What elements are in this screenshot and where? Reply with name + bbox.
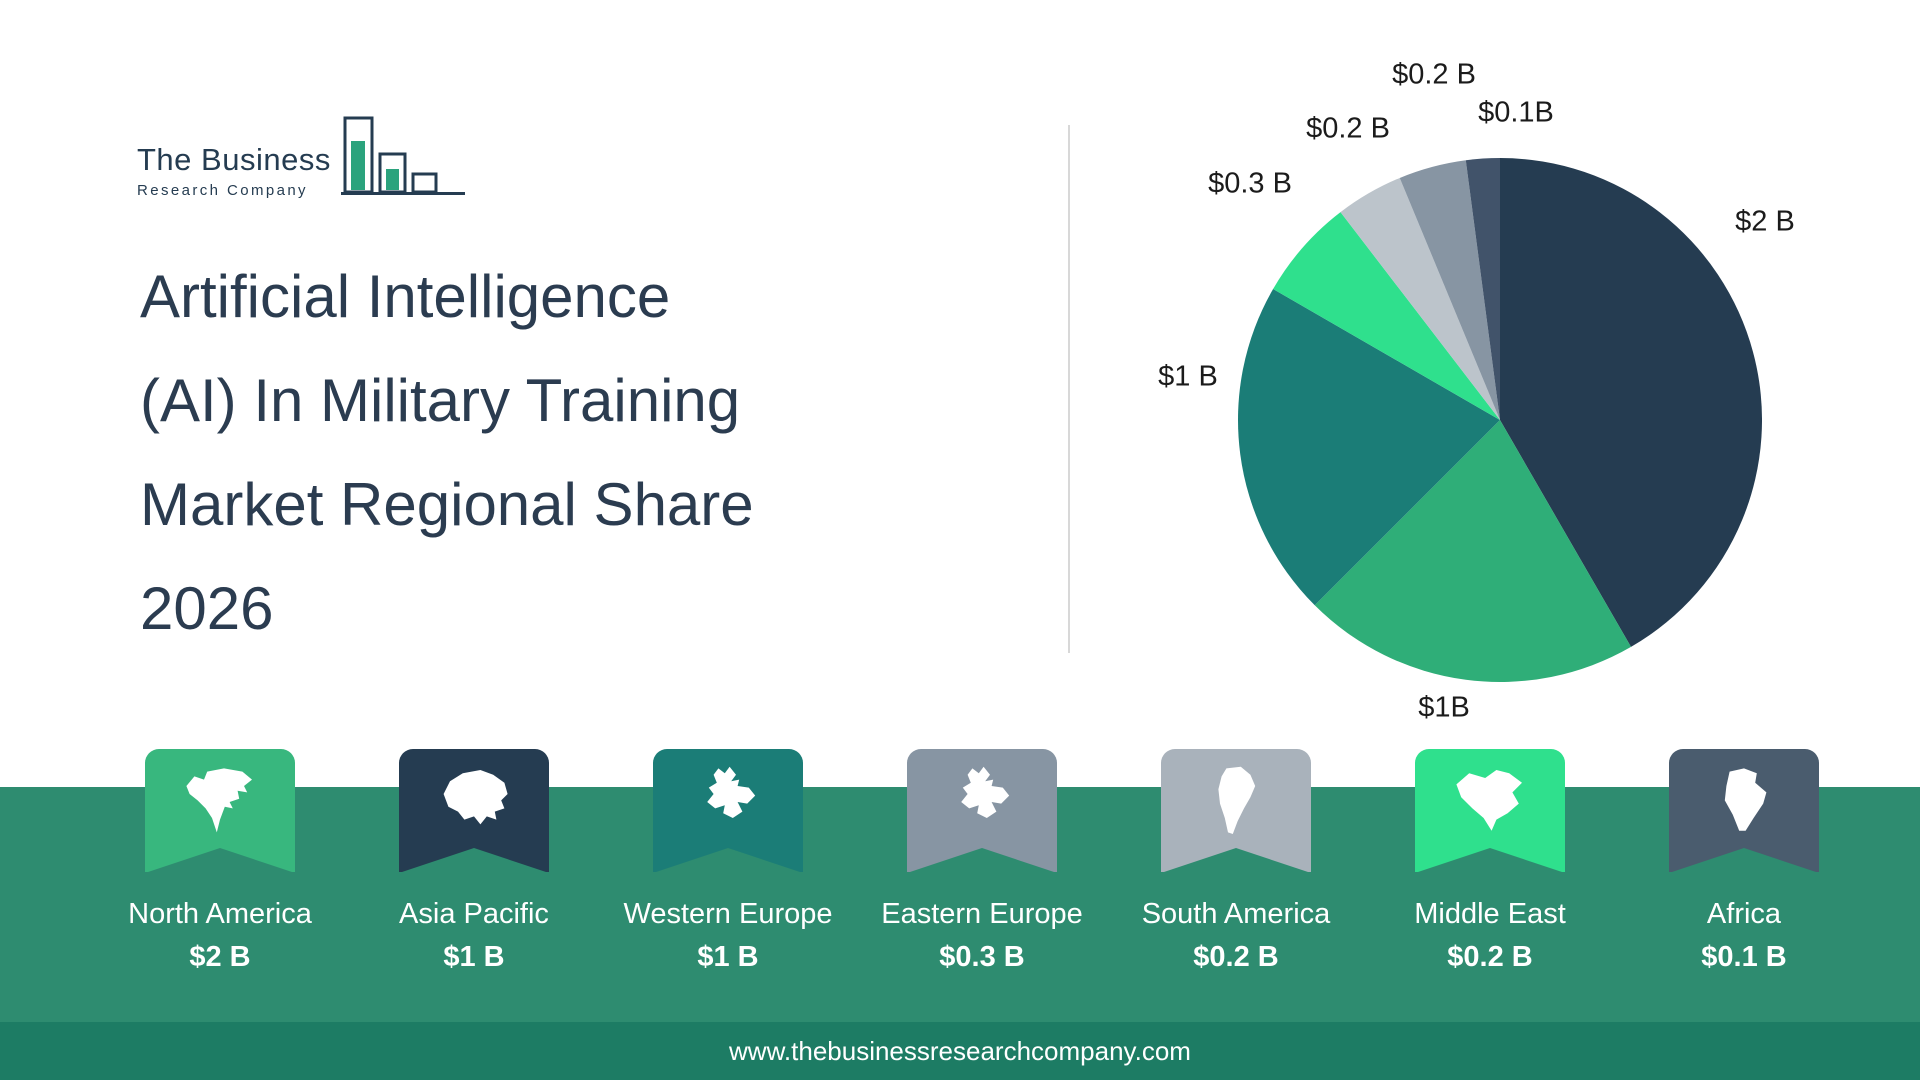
region-value: $0.2 B <box>1193 941 1279 973</box>
company-logo: The Business Research Company <box>137 116 467 212</box>
ribbon-north-america <box>145 749 295 873</box>
region-value: $2 B <box>189 941 251 973</box>
south-america-map-icon <box>1218 766 1256 834</box>
pie-slice-africa <box>1465 158 1500 420</box>
region-name: Middle East <box>1414 898 1566 930</box>
ribbon-south-america <box>1161 749 1311 873</box>
region-name: North America <box>128 898 312 930</box>
region-name: Western Europe <box>623 898 833 930</box>
region-value: $0.2 B <box>1447 941 1533 973</box>
ribbon-notch <box>399 848 549 873</box>
africa-map-icon <box>1724 768 1767 831</box>
ribbon-western-europe <box>653 749 803 873</box>
logo-subtitle: Research Company <box>137 182 308 199</box>
ribbon-middle-east <box>1415 749 1565 873</box>
pie-slice-eastern-europe <box>1273 212 1500 420</box>
vertical-divider <box>1068 125 1070 653</box>
eastern-europe-map-icon <box>961 766 1010 818</box>
middle-east-map-icon <box>1456 770 1522 831</box>
ribbon-notch <box>907 848 1057 873</box>
page-title: Artificial Intelligence (AI) In Military… <box>140 263 754 642</box>
website-link[interactable]: www.thebusinessresearchcompany.com <box>729 1035 1191 1066</box>
region-value: $0.3 B <box>939 941 1025 973</box>
region-name: South America <box>1141 898 1331 930</box>
legend-item-western-europe: Western Europe $1 B <box>588 749 868 974</box>
ribbon-notch <box>1415 848 1565 873</box>
footer-bar: www.thebusinessresearchcompany.com <box>0 1022 1920 1080</box>
pie-slice-middle-east <box>1399 160 1500 421</box>
north-america-map-icon <box>186 768 252 833</box>
legend-item-north-america: North America $2 B <box>80 749 360 974</box>
legend-item-africa: Africa $0.1 B <box>1604 749 1884 974</box>
logo-text: The Business Research Company <box>137 142 331 199</box>
pie-slice-south-america <box>1340 177 1500 420</box>
pie-label-middle-east: $0.2 B <box>1392 58 1476 91</box>
pie-slice-western-europe <box>1238 289 1500 606</box>
legend-item-eastern-europe: Eastern Europe $0.3 B <box>842 749 1122 974</box>
pie-chart <box>1238 158 1763 682</box>
logo-bar-chart-icon <box>340 116 465 195</box>
pie-label-north-america: $2 B <box>1735 205 1795 238</box>
region-value: $1 B <box>443 941 505 973</box>
ribbon-eastern-europe <box>907 749 1057 873</box>
pie-label-asia-pacific: $1B <box>1418 691 1470 724</box>
region-name: Asia Pacific <box>399 898 549 930</box>
asia-pacific-map-icon <box>443 770 508 825</box>
region-name: Africa <box>1706 898 1782 930</box>
pie-slice-asia-pacific <box>1314 420 1631 682</box>
legend-item-south-america: South America $0.2 B <box>1096 749 1376 974</box>
ribbon-africa <box>1669 749 1819 873</box>
pie-label-africa: $0.1B <box>1478 96 1554 129</box>
western-europe-map-icon <box>707 766 756 818</box>
pie-slice-north-america <box>1500 158 1763 647</box>
pie-svg <box>1238 158 1763 682</box>
ribbon-asia-pacific <box>399 749 549 873</box>
pie-label-western-europe: $1 B <box>1158 360 1218 393</box>
ribbon-notch <box>653 848 803 873</box>
region-value: $1 B <box>697 941 759 973</box>
legend: North America $2 B Asia Pacific $1 B Wes… <box>0 749 1920 1039</box>
region-value: $0.1 B <box>1701 941 1787 973</box>
legend-item-asia-pacific: Asia Pacific $1 B <box>334 749 614 974</box>
ribbon-notch <box>1161 848 1311 873</box>
logo-title: The Business <box>137 142 331 177</box>
legend-item-middle-east: Middle East $0.2 B <box>1350 749 1630 974</box>
pie-label-eastern-europe: $0.3 B <box>1208 167 1292 200</box>
ribbon-notch <box>145 848 295 873</box>
pie-label-south-america: $0.2 B <box>1306 112 1390 145</box>
region-name: Eastern Europe <box>881 898 1083 930</box>
ribbon-notch <box>1669 848 1819 873</box>
